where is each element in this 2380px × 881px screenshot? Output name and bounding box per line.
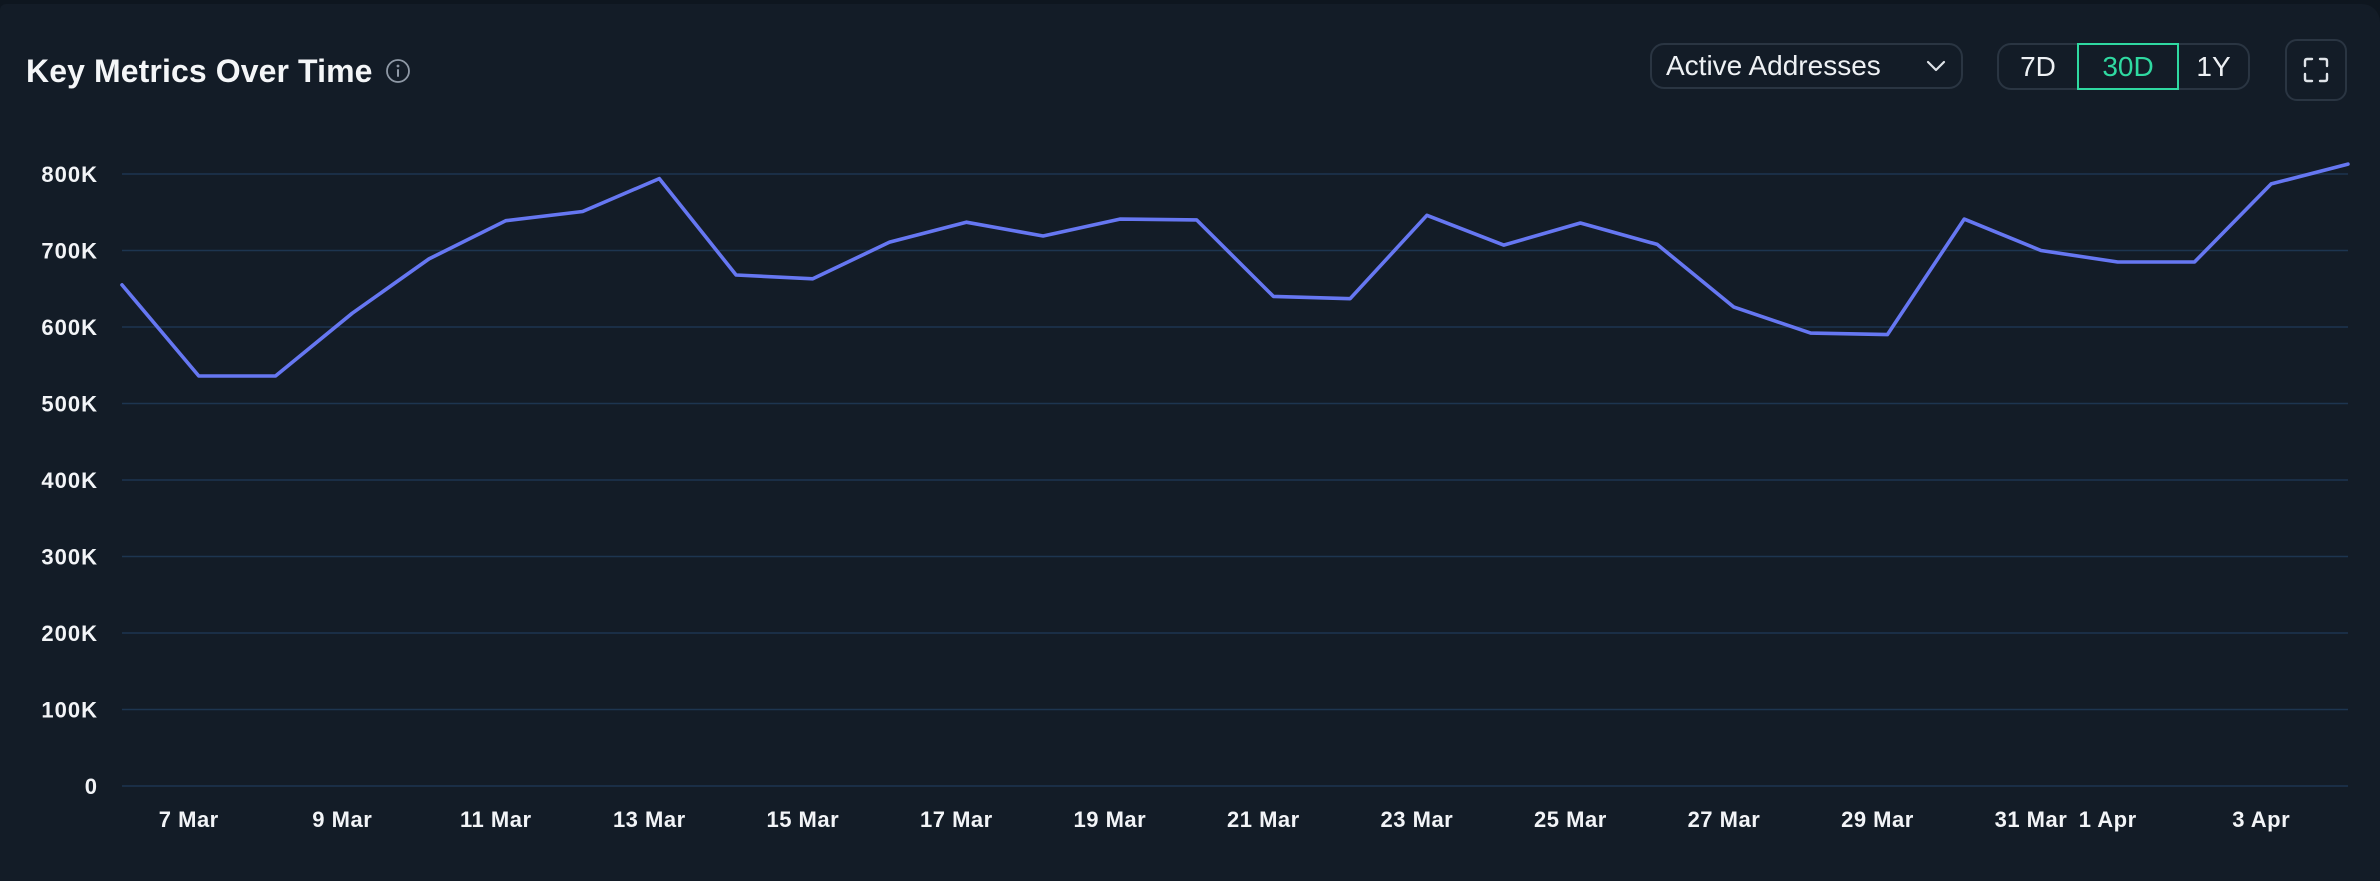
range-7d-button[interactable]: 7D <box>2020 50 2056 82</box>
y-tick-label: 100K <box>41 698 98 723</box>
y-tick-label: 600K <box>41 315 98 340</box>
y-tick-label: 0 <box>85 774 98 799</box>
x-tick-label: 1 Apr <box>2079 807 2137 832</box>
x-tick-label: 17 Mar <box>920 807 993 832</box>
x-tick-label: 23 Mar <box>1381 807 1454 832</box>
x-tick-label: 9 Mar <box>312 807 372 832</box>
card-header: Key Metrics Over Time <box>26 48 411 94</box>
x-tick-label: 27 Mar <box>1688 807 1761 832</box>
range-30d-button[interactable]: 30D <box>2077 43 2179 90</box>
y-tick-label: 200K <box>41 621 98 646</box>
x-tick-label: 31 Mar <box>1995 807 2068 832</box>
x-axis-labels: 7 Mar 9 Mar 11 Mar 13 Mar 15 Mar 17 Mar 19 Mar… <box>159 807 2290 832</box>
key-metrics-card: Key Metrics Over Time Active Addresses 7… <box>0 4 2380 881</box>
info-circle-icon[interactable] <box>385 58 411 84</box>
x-tick-label: 19 Mar <box>1074 807 1147 832</box>
x-tick-label: 3 Apr <box>2232 807 2290 832</box>
y-tick-label: 800K <box>41 162 98 187</box>
metric-select[interactable]: Active Addresses <box>1650 43 1963 89</box>
x-tick-label: 11 Mar <box>460 807 532 832</box>
x-tick-label: 15 Mar <box>766 807 839 832</box>
fullscreen-expand-icon <box>2303 57 2329 83</box>
x-tick-label: 25 Mar <box>1534 807 1607 832</box>
y-tick-label: 400K <box>41 468 98 493</box>
x-tick-label: 29 Mar <box>1841 807 1914 832</box>
y-tick-label: 300K <box>41 545 98 570</box>
x-tick-label: 7 Mar <box>159 807 219 832</box>
metric-select-value: Active Addresses <box>1666 50 1881 81</box>
chart-gridlines <box>122 173 2348 787</box>
y-axis-labels: 0 100K 200K 300K 400K 500K 600K 700K 800K <box>41 162 98 799</box>
active-addresses-line[interactable] <box>120 162 2350 378</box>
y-tick-label: 500K <box>41 392 98 417</box>
time-range-toggle: 7D 30D 1Y <box>1997 43 2250 90</box>
x-tick-label: 21 Mar <box>1227 807 1300 832</box>
chart-title: Key Metrics Over Time <box>26 52 373 89</box>
fullscreen-button[interactable] <box>2285 39 2347 101</box>
y-tick-label: 700K <box>41 239 98 264</box>
chevron-down-icon <box>1926 60 1946 72</box>
range-1y-button[interactable]: 1Y <box>2196 50 2231 82</box>
x-tick-label: 13 Mar <box>613 807 686 832</box>
